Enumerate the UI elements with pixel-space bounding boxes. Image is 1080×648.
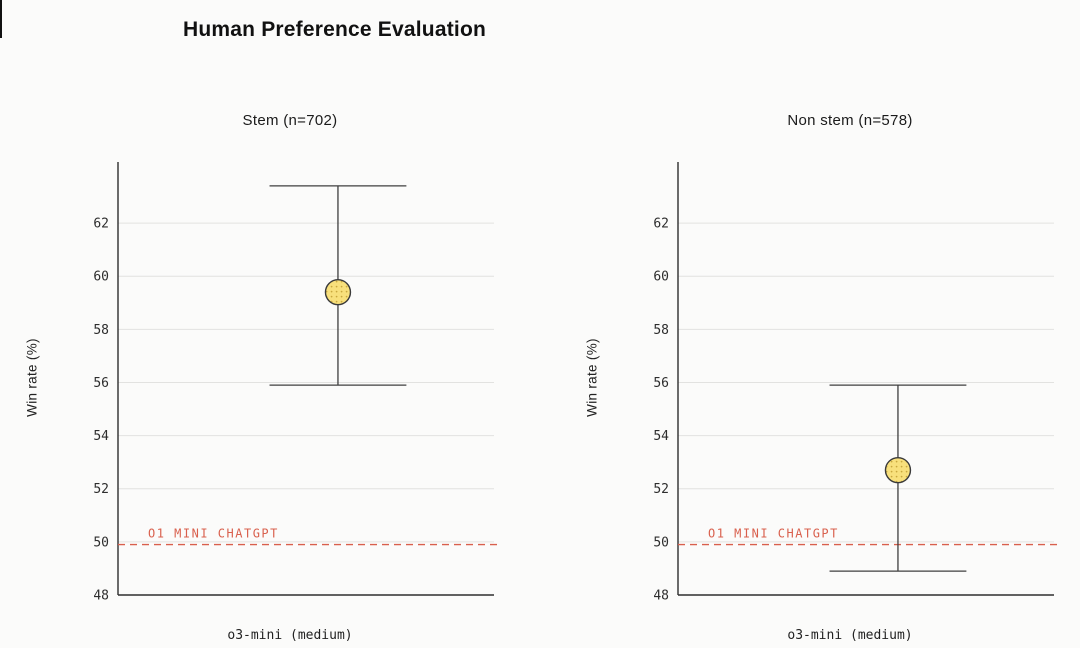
y-tick-label: 62 (653, 217, 669, 232)
chart-svg: 48 50 52 54 56 58 60 62 O1 MINI CHATGPT (93, 162, 498, 604)
data-point (884, 456, 912, 484)
chart-svg: 48 50 52 54 56 58 60 62 O1 MINI CHATGPT (653, 162, 1058, 604)
y-tick-label: 62 (93, 217, 109, 232)
y-tick-label: 50 (653, 535, 669, 550)
chart-panel-stem: Stem (n=702) Win rate (%) 48 50 52 54 56 58 60… (10, 100, 520, 648)
chart-subtitle: Stem (n=702) (242, 112, 338, 129)
y-tick-label: 58 (93, 323, 109, 338)
chart-panel-nonstem: Non stem (n=578) Win rate (%) 48 50 52 54 56… (570, 100, 1080, 648)
y-tick-label: 60 (653, 270, 669, 285)
data-point (324, 278, 352, 306)
page-title: Human Preference Evaluation (183, 18, 486, 41)
y-tick-label: 60 (93, 270, 109, 285)
y-tick-label: 50 (93, 535, 109, 550)
y-tick-label: 58 (653, 323, 669, 338)
y-axis-label: Win rate (%) (24, 338, 40, 417)
x-axis-label: o3-mini (medium) (787, 628, 913, 643)
chart-subtitle: Non stem (n=578) (787, 112, 913, 129)
y-tick-label: 54 (653, 429, 669, 444)
y-tick-label: 56 (653, 376, 669, 391)
y-tick-label: 54 (93, 429, 109, 444)
y-tick-label: 48 (653, 589, 669, 604)
baseline-label: O1 MINI CHATGPT (148, 527, 279, 541)
baseline-label: O1 MINI CHATGPT (708, 527, 839, 541)
y-tick-label: 52 (93, 482, 109, 497)
screen-edge-artifact (0, 0, 2, 38)
x-axis-label: o3-mini (medium) (227, 628, 353, 643)
plot-area-nonstem: 48 50 52 54 56 58 60 62 O1 MINI CHATGPT (630, 150, 1070, 630)
y-tick-label: 52 (653, 482, 669, 497)
plot-area-stem: 48 50 52 54 56 58 60 62 O1 MINI CHATGPT (70, 150, 510, 630)
y-tick-label: 56 (93, 376, 109, 391)
y-tick-label: 48 (93, 589, 109, 604)
y-axis-label: Win rate (%) (584, 338, 600, 417)
